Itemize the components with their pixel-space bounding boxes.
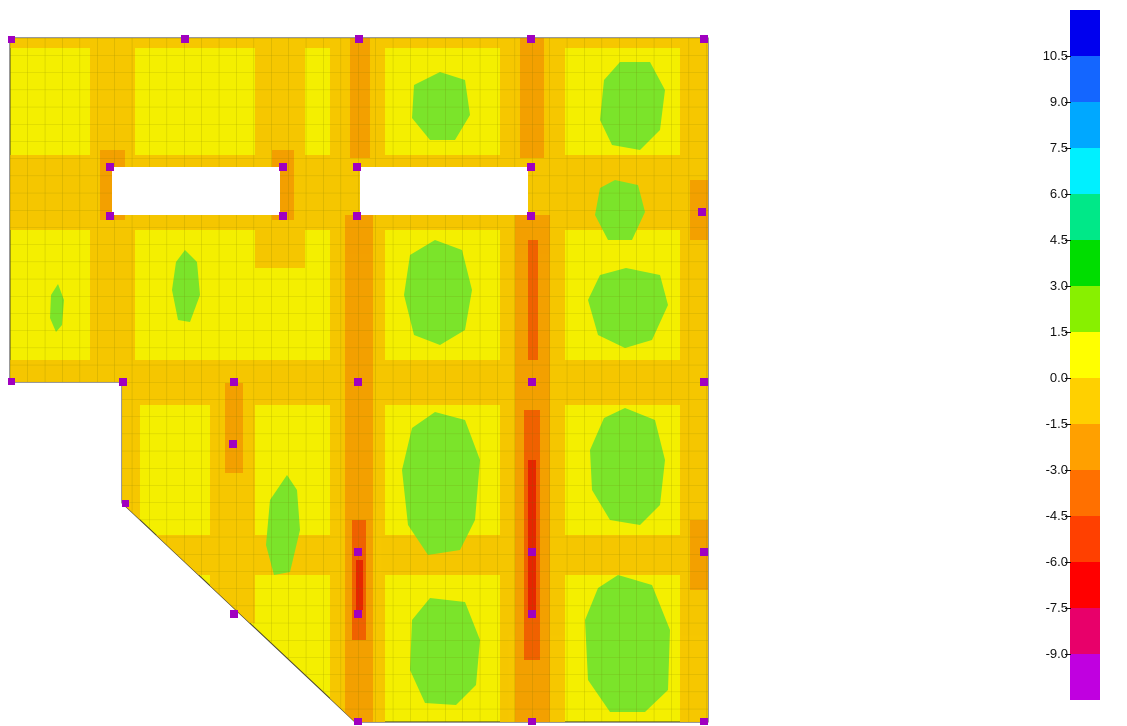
legend-color-band	[1070, 516, 1100, 562]
legend-tick-mark	[1065, 332, 1071, 333]
legend-tick-label: 0.0	[1049, 370, 1068, 385]
legend-tick-mark	[1065, 102, 1071, 103]
legend-tick-label: 3.0	[1049, 278, 1068, 293]
legend-tick-mark	[1065, 516, 1071, 517]
column-markers	[8, 35, 708, 725]
legend-tick-label: 6.0	[1049, 186, 1068, 201]
slab-contour-plot	[8, 35, 709, 725]
legend-color-band	[1070, 378, 1100, 424]
legend-tick-mark	[1065, 56, 1071, 57]
legend-tick-label: -6.0	[1045, 554, 1068, 569]
legend-color-band	[1070, 102, 1100, 148]
legend-tick-label: 7.5	[1049, 140, 1068, 155]
legend-tick-label: -9.0	[1045, 646, 1068, 661]
legend-tick-mark	[1065, 240, 1071, 241]
legend-tick-label: 9.0	[1049, 94, 1068, 109]
legend-tick-label: 1.5	[1049, 324, 1068, 339]
legend-color-band	[1070, 240, 1100, 286]
legend-tick-mark	[1065, 194, 1071, 195]
legend-color-band	[1070, 470, 1100, 516]
slab-opening-left	[112, 167, 280, 215]
legend-color-band	[1070, 562, 1100, 608]
legend-color-band	[1070, 148, 1100, 194]
legend-tick-label: 4.5	[1049, 232, 1068, 247]
legend-tick-mark	[1065, 654, 1071, 655]
legend-color-band	[1070, 286, 1100, 332]
legend-tick-mark	[1065, 608, 1071, 609]
legend-tick-label: -1.5	[1045, 416, 1068, 431]
legend-tick-label: 10.5	[1042, 48, 1068, 63]
legend-tick-label: -4.5	[1045, 508, 1068, 523]
legend-color-band	[1070, 608, 1100, 654]
legend-tick-mark	[1065, 562, 1071, 563]
legend-color-band	[1070, 424, 1100, 470]
legend-tick-mark	[1065, 424, 1071, 425]
slab-opening-right	[360, 167, 528, 215]
legend-color-band	[1070, 10, 1100, 56]
legend-tick-mark	[1065, 148, 1071, 149]
legend-color-band	[1070, 56, 1100, 102]
legend-color-band	[1070, 332, 1100, 378]
legend-color-band	[1070, 654, 1100, 700]
legend-tick-label: -3.0	[1045, 462, 1068, 477]
legend-tick-label: -7.5	[1045, 600, 1068, 615]
legend-tick-mark	[1065, 470, 1071, 471]
legend-tick-mark	[1065, 378, 1071, 379]
legend-tick-mark	[1065, 286, 1071, 287]
legend-color-band	[1070, 194, 1100, 240]
